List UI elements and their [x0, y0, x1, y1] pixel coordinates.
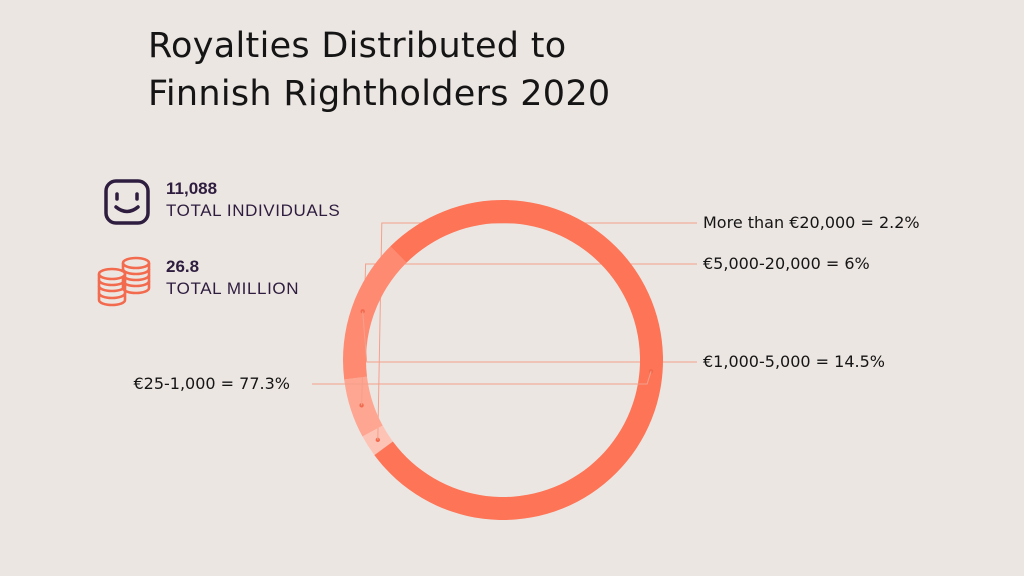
slice-label: €5,000-20,000 = 6% [703, 254, 870, 273]
stat-million-text: 26.8 TOTAL MILLION [166, 256, 299, 300]
slice-label: €1,000-5,000 = 14.5% [703, 352, 885, 371]
stat-total-million: 26.8 TOTAL MILLION [96, 256, 396, 316]
stat-total-individuals: 11,088 TOTAL INDIVIDUALS [96, 178, 396, 238]
total-million-value: 26.8 [166, 257, 200, 276]
donut-slice-3 [374, 200, 663, 520]
slice-leader-line [362, 311, 697, 363]
slice-leader-line [377, 222, 697, 440]
slice-leader-dot [360, 309, 365, 314]
slice-label: More than €20,000 = 2.2% [703, 213, 920, 232]
title-line-2: Finnish Rightholders 2020 [148, 74, 611, 114]
donut-slice-2 [343, 246, 407, 380]
slice-leader-line [312, 371, 652, 385]
slice-leader-dot [648, 369, 654, 374]
smiley-face-icon [104, 179, 150, 225]
total-individuals-value: 11,088 [166, 179, 218, 198]
coin-stacks-icon [97, 256, 151, 307]
page-title: Royalties Distributed to Finnish Rightho… [148, 22, 611, 118]
slice-leader-dot [375, 437, 381, 443]
title-line-1: Royalties Distributed to [148, 26, 567, 66]
donut-slice-1 [344, 376, 383, 437]
stat-individuals-text: 11,088 TOTAL INDIVIDUALS [166, 178, 340, 222]
slice-label: €25-1,000 = 77.3% [133, 374, 290, 393]
total-individuals-label: TOTAL INDIVIDUALS [166, 201, 341, 220]
total-million-label: TOTAL MILLION [166, 279, 300, 298]
